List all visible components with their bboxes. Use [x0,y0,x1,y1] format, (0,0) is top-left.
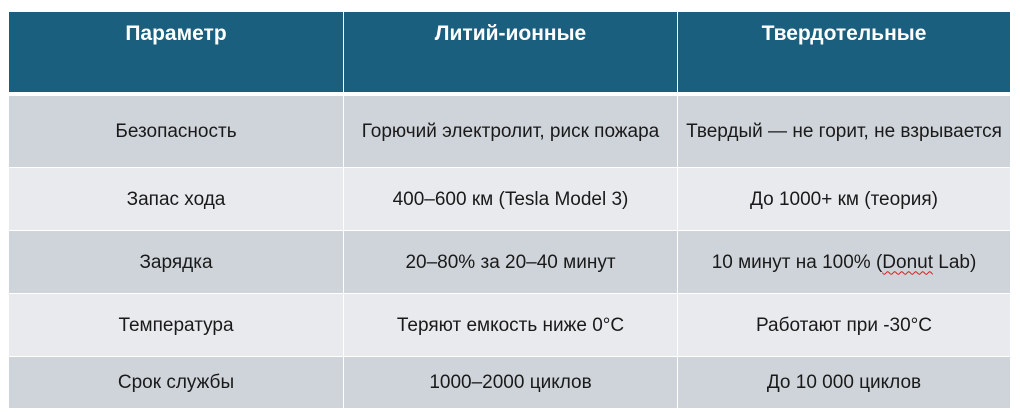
cell-solid: Твердый — не горит, не взрывается [677,93,1011,168]
table-header: Параметр Литий-ионные Твердотельные [8,12,1011,96]
table-row: Запас хода 400–600 км (Tesla Model 3) До… [8,167,1011,231]
header-row: Параметр Литий-ионные Твердотельные [8,12,1011,96]
cell-param: Температура [8,293,344,357]
table-row: Температура Теряют емкость ниже 0°С Рабо… [8,293,1011,357]
cell-solid: Работают при -30°С [677,293,1011,357]
cell-solid: 10 минут на 100% (Donut Lab) [677,230,1011,294]
header-param: Параметр [8,12,344,96]
cell-liion: Теряют емкость ниже 0°С [343,293,678,357]
header-solid: Твердотельные [677,12,1011,96]
cell-liion: Горючий электролит, риск пожара [343,93,678,168]
header-liion: Литий-ионные [343,12,678,96]
table-row: Безопасность Горючий электролит, риск по… [8,93,1011,168]
cell-liion: 1000–2000 циклов [343,356,678,409]
table-row: Зарядка 20–80% за 20–40 минут 10 минут н… [8,230,1011,294]
cell-param: Безопасность [8,93,344,168]
spellcheck-flagged-word[interactable]: Donut [882,251,933,273]
cell-solid: До 10 000 циклов [677,356,1011,409]
cell-param: Зарядка [8,230,344,294]
cell-param: Срок службы [8,356,344,409]
table-row: Срок службы 1000–2000 циклов До 10 000 ц… [8,356,1011,409]
cell-solid-after: Lab) [933,251,977,273]
cell-solid-before: 10 минут на 100% ( [711,251,883,273]
cell-liion: 20–80% за 20–40 минут [343,230,678,294]
comparison-table: Параметр Литий-ионные Твердотельные Безо… [8,12,1011,409]
cell-param: Запас хода [8,167,344,231]
cell-liion: 400–600 км (Tesla Model 3) [343,167,678,231]
table-body: Безопасность Горючий электролит, риск по… [8,93,1011,409]
cell-solid: До 1000+ км (теория) [677,167,1011,231]
